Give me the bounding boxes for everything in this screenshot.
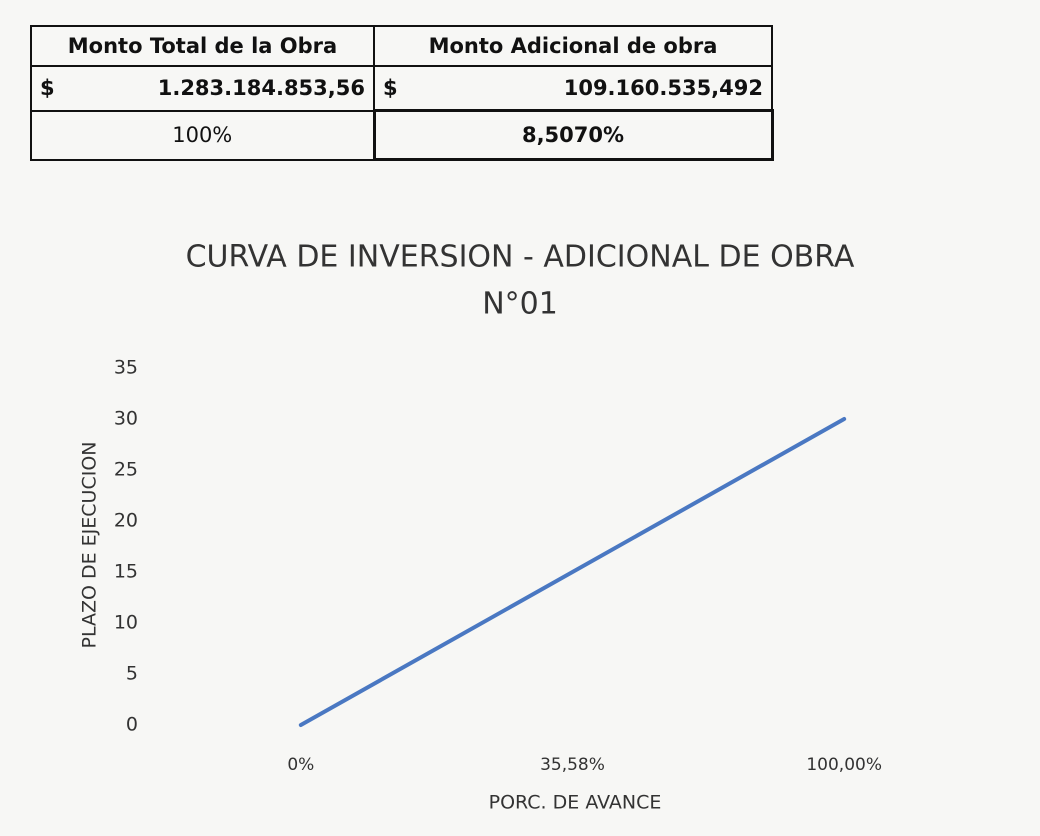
x-tick-label: 100,00%: [806, 755, 882, 775]
chart-title: CURVA DE INVERSION - ADICIONAL DE OBRA: [186, 240, 855, 275]
data-line: [298, 417, 847, 727]
currency: $: [40, 76, 55, 101]
x-axis-title: PORC. DE AVANCE: [489, 792, 662, 814]
amount-cell: $109.160.535,492: [373, 65, 773, 112]
y-tick-label: 5: [126, 663, 138, 685]
header-cell: Monto Total de la Obra: [30, 25, 375, 67]
currency: $: [383, 76, 398, 100]
y-tick-label: 0: [126, 714, 138, 736]
amount-table: Monto Total de la Obra Monto Adicional d…: [30, 25, 774, 161]
percent-cell: 8,5070%: [372, 109, 774, 161]
y-tick-label: 30: [114, 408, 138, 430]
percent-row: 100% 8,5070%: [30, 109, 774, 161]
x-tick-label: 35,58%: [540, 755, 605, 775]
amount: 109.160.535,492: [563, 76, 763, 100]
x-tick-label: 0%: [287, 755, 314, 775]
y-tick-label: 35: [114, 357, 138, 379]
header-row: Monto Total de la Obra Monto Adicional d…: [30, 25, 773, 67]
amount-row: $1.283.184.853,56 $109.160.535,492: [30, 65, 773, 112]
header-cell: Monto Adicional de obra: [373, 25, 773, 67]
y-axis-title: PLAZO DE EJECUCION: [79, 442, 101, 649]
percent-cell: 100%: [30, 109, 375, 161]
y-tick-label: 20: [114, 510, 138, 532]
y-tick-label: 25: [114, 459, 138, 481]
amount: 1.283.184.853,56: [157, 76, 365, 101]
y-tick-label: 10: [114, 612, 138, 634]
amount-cell: $1.283.184.853,56: [30, 65, 375, 112]
chart-subtitle: N°01: [482, 287, 558, 322]
y-tick-label: 15: [114, 561, 138, 583]
